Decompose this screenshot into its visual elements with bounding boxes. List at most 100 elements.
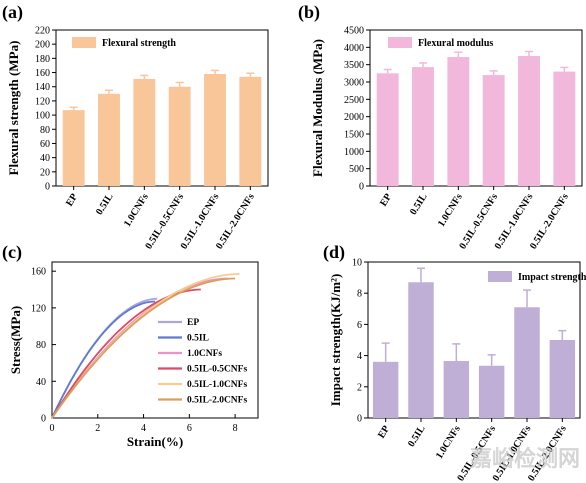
bar-0.5IL-1.0CNFs [514,307,540,418]
legend-label: 0.5IL-1.0CNFs [187,380,247,390]
x-tick-label: 0.5IL [94,191,116,217]
legend-label: 0.5IL [187,334,209,344]
y-tick-label: 140 [35,82,50,93]
bar-EP [62,110,85,186]
plot-frame [51,261,259,419]
panel-label-c: (c) [2,242,22,263]
legend-label: Flexural modulus [418,38,493,49]
y-tick-label: 2500 [344,95,364,106]
bar-1.0CNFs [443,361,470,418]
y-tick-label: 0 [41,414,46,425]
panel-label-b: (b) [298,2,320,23]
y-tick-label: 160 [31,267,46,278]
y-tick-label: 20 [40,167,50,178]
y-tick-label: 160 [35,68,50,79]
y-tick-label: 200 [35,40,50,51]
y-axis-label: Flexural Modulus (MPa) [310,39,325,177]
x-tick-label: 4 [141,423,146,434]
y-tick-label: 4000 [344,43,364,54]
legend-label: 1.0CNFs [187,349,222,359]
y-tick-label: 1500 [344,130,364,141]
y-tick-label: 0 [357,414,362,425]
bar-0.5IL-1.0CNFs [204,73,226,186]
bar-0.5IL-0.5CNFs [168,86,191,186]
y-tick-label: 3500 [344,60,364,71]
legend-swatch [488,271,512,282]
y-tick-label: 4500 [344,26,364,37]
y-tick-label: 3000 [344,78,364,89]
legend-label: Impact strength [518,272,586,283]
x-tick-label: 6 [187,423,192,434]
x-tick-label: EP [64,192,80,209]
bar-0.5IL-2.0CNFs [239,76,262,186]
curve-0.5IL-0.5CNFs [51,288,201,419]
y-tick-label: 8 [357,289,362,300]
x-tick-label: 1.0CNFs [122,192,151,229]
x-tick-label: 0.5IL-2.0CNFs [528,192,571,252]
plot-frame [367,261,581,419]
bar-0.5IL [98,93,120,186]
y-tick-label: 40 [40,153,50,164]
y-tick-label: 2 [357,382,362,393]
y-tick-label: 10 [352,258,362,269]
x-tick-label: 2 [95,423,100,434]
bar-0.5IL [408,282,434,418]
watermark: 嘉峪检测网 [470,446,580,471]
y-tick-label: 4 [357,351,362,362]
chart-stress-strain: 0 2 4 6 804080120160EP0.5IL1.0CNFs0.5IL-0.5C… [8,261,259,449]
x-tick-label: 8 [233,423,238,434]
plot-frame [369,29,583,187]
bar-EP [372,361,399,418]
y-tick-label: 1000 [344,147,364,158]
bar-0.5IL-0.5CNFs [482,75,505,186]
y-tick-label: 100 [35,111,50,122]
y-tick-label: 120 [35,96,50,107]
y-axis-label: Impact strength(KJ/m²) [328,274,343,407]
y-tick-label: 80 [36,340,46,351]
x-tick-label: EP [378,192,394,209]
plot-frame [55,29,269,187]
bar-0.5IL-1.0CNFs [518,56,540,186]
y-tick-label: 60 [40,139,50,150]
panel-label-a: (a) [2,2,23,23]
y-tick-label: 2000 [344,112,364,123]
bar-0.5IL [412,67,434,186]
y-tick-label: 120 [31,303,46,314]
y-tick-label: 180 [35,54,50,65]
x-tick-label: 0.5IL [408,191,430,217]
y-axis-label: Stress(MPa) [8,306,23,374]
bar-0.5IL-2.0CNFs [549,340,576,418]
legend-label: 0.5IL-2.0CNFs [187,396,247,406]
x-tick-label: 0.5IL [406,423,428,449]
bar-1.0CNFs [447,57,470,186]
x-tick-label: 1.0CNFs [436,192,465,229]
y-tick-label: 80 [40,125,50,136]
bar-EP [376,73,399,186]
y-tick-label: 220 [35,26,50,37]
curve-0.5IL-2.0CNFs [51,277,236,419]
legend-label: 0.5IL-0.5CNFs [187,365,247,375]
bar-1.0CNFs [133,78,156,186]
bar-0.5IL-0.5CNFs [478,365,505,418]
x-tick-label: EP [376,424,392,441]
curve-0.5IL [51,300,156,419]
y-axis-label: Flexural strength (MPa) [6,41,21,176]
legend-swatch [72,37,96,48]
bar-0.5IL-2.0CNFs [553,71,576,186]
y-tick-label: 40 [36,377,46,388]
x-axis-label: Strain(%) [127,434,183,449]
y-tick-label: 0 [359,182,364,193]
legend-swatch [388,37,412,48]
y-tick-label: 500 [349,164,364,175]
x-tick-label: 0 [50,423,55,434]
chart-flexural-strength: 0 20 40 60 80 100 120 140 160 180 200 220 EP 0.5IL 1.0… [6,26,269,252]
y-tick-label: 0 [45,182,50,193]
legend-label: Flexural strength [102,38,176,49]
chart-flexural-modulus: 0 500 1000 1500 2000 2500 3000 3500 4000 4500 EP 0.… [310,26,583,252]
x-tick-label: 1.0CNFs [434,424,463,461]
x-tick-label: 0.5IL-2.0CNFs [214,192,257,252]
y-tick-label: 6 [357,320,362,331]
panel-label-d: (d) [323,242,345,263]
legend-label: EP [187,318,199,328]
